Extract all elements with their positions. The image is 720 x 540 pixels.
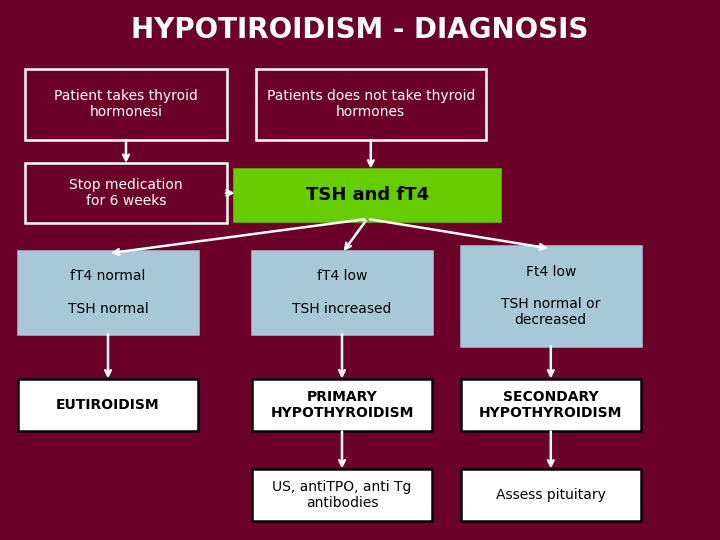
FancyBboxPatch shape [252,379,432,431]
Text: EUTIROIDISM: EUTIROIDISM [56,398,160,412]
Text: Ft4 low

TSH normal or
decreased: Ft4 low TSH normal or decreased [501,265,600,327]
Text: Stop medication
for 6 weeks: Stop medication for 6 weeks [69,178,183,208]
FancyBboxPatch shape [25,69,227,140]
Text: Patients does not take thyroid
hormones: Patients does not take thyroid hormones [266,89,475,119]
FancyBboxPatch shape [234,169,500,221]
FancyBboxPatch shape [461,469,641,521]
FancyBboxPatch shape [461,379,641,431]
Text: TSH and fT4: TSH and fT4 [305,186,429,204]
Text: Patient takes thyroid
hormonesi: Patient takes thyroid hormonesi [54,89,198,119]
Text: fT4 normal

TSH normal: fT4 normal TSH normal [68,269,148,316]
FancyBboxPatch shape [18,379,198,431]
FancyBboxPatch shape [252,469,432,521]
Text: US, antiTPO, anti Tg
antibodies: US, antiTPO, anti Tg antibodies [272,480,412,510]
Text: HYPOTIROIDISM - DIAGNOSIS: HYPOTIROIDISM - DIAGNOSIS [131,16,589,44]
Text: SECONDARY
HYPOTHYROIDISM: SECONDARY HYPOTHYROIDISM [479,390,623,420]
Text: PRIMARY
HYPOTHYROIDISM: PRIMARY HYPOTHYROIDISM [270,390,414,420]
FancyBboxPatch shape [252,251,432,334]
FancyBboxPatch shape [256,69,486,140]
Text: fT4 low

TSH increased: fT4 low TSH increased [292,269,392,316]
FancyBboxPatch shape [461,246,641,346]
FancyBboxPatch shape [25,164,227,222]
Text: Assess pituitary: Assess pituitary [496,488,606,502]
FancyBboxPatch shape [18,251,198,334]
